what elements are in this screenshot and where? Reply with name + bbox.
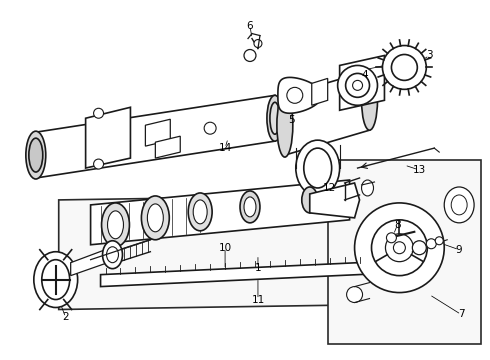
Ellipse shape	[362, 180, 373, 196]
Polygon shape	[36, 95, 275, 178]
Ellipse shape	[345, 73, 369, 97]
Text: 14: 14	[219, 143, 232, 153]
Ellipse shape	[147, 204, 163, 232]
Ellipse shape	[435, 237, 443, 245]
Ellipse shape	[188, 193, 212, 231]
Polygon shape	[155, 136, 180, 158]
Polygon shape	[91, 180, 349, 245]
Text: 3: 3	[426, 50, 433, 60]
Ellipse shape	[107, 211, 123, 239]
Ellipse shape	[353, 80, 363, 90]
Ellipse shape	[277, 93, 293, 157]
Ellipse shape	[254, 40, 262, 48]
Polygon shape	[312, 78, 328, 105]
Ellipse shape	[346, 287, 363, 302]
Ellipse shape	[304, 148, 332, 188]
Text: 12: 12	[323, 183, 336, 193]
Ellipse shape	[302, 187, 318, 213]
Ellipse shape	[296, 140, 340, 196]
Ellipse shape	[34, 252, 77, 307]
Ellipse shape	[94, 159, 103, 169]
Text: 2: 2	[62, 312, 69, 323]
Ellipse shape	[392, 54, 417, 80]
Ellipse shape	[102, 241, 122, 269]
Ellipse shape	[287, 87, 303, 103]
Ellipse shape	[383, 45, 426, 89]
Ellipse shape	[267, 95, 283, 141]
Polygon shape	[146, 119, 171, 146]
Ellipse shape	[444, 187, 474, 223]
Text: 10: 10	[219, 243, 232, 253]
Text: 4: 4	[361, 71, 368, 80]
Ellipse shape	[204, 122, 216, 134]
Text: 7: 7	[458, 310, 465, 319]
Ellipse shape	[29, 138, 43, 172]
Ellipse shape	[240, 191, 260, 223]
Polygon shape	[310, 183, 360, 218]
Ellipse shape	[142, 196, 169, 240]
Ellipse shape	[193, 200, 207, 224]
Text: 5: 5	[289, 115, 295, 125]
Ellipse shape	[244, 50, 256, 62]
Ellipse shape	[270, 102, 280, 134]
Polygon shape	[59, 195, 382, 310]
Ellipse shape	[413, 241, 426, 255]
Ellipse shape	[362, 71, 377, 130]
Text: 9: 9	[456, 245, 463, 255]
Ellipse shape	[244, 197, 256, 217]
Text: 13: 13	[413, 165, 426, 175]
Ellipse shape	[371, 220, 427, 276]
Text: 8: 8	[394, 220, 401, 230]
Ellipse shape	[106, 247, 119, 263]
Ellipse shape	[393, 242, 405, 254]
Ellipse shape	[386, 234, 414, 262]
Ellipse shape	[26, 131, 46, 179]
Polygon shape	[285, 71, 369, 155]
Ellipse shape	[101, 203, 129, 247]
Text: 1: 1	[255, 263, 261, 273]
Text: 11: 11	[251, 294, 265, 305]
Polygon shape	[328, 160, 481, 345]
Ellipse shape	[355, 203, 444, 293]
Polygon shape	[278, 77, 322, 113]
Polygon shape	[86, 107, 130, 168]
Polygon shape	[100, 262, 379, 287]
Polygon shape	[71, 248, 111, 276]
Ellipse shape	[338, 66, 377, 105]
Text: 6: 6	[246, 21, 253, 31]
Ellipse shape	[94, 108, 103, 118]
Ellipse shape	[451, 195, 467, 215]
Polygon shape	[340, 55, 385, 110]
Ellipse shape	[42, 260, 70, 300]
Ellipse shape	[387, 233, 396, 243]
Ellipse shape	[426, 239, 436, 249]
